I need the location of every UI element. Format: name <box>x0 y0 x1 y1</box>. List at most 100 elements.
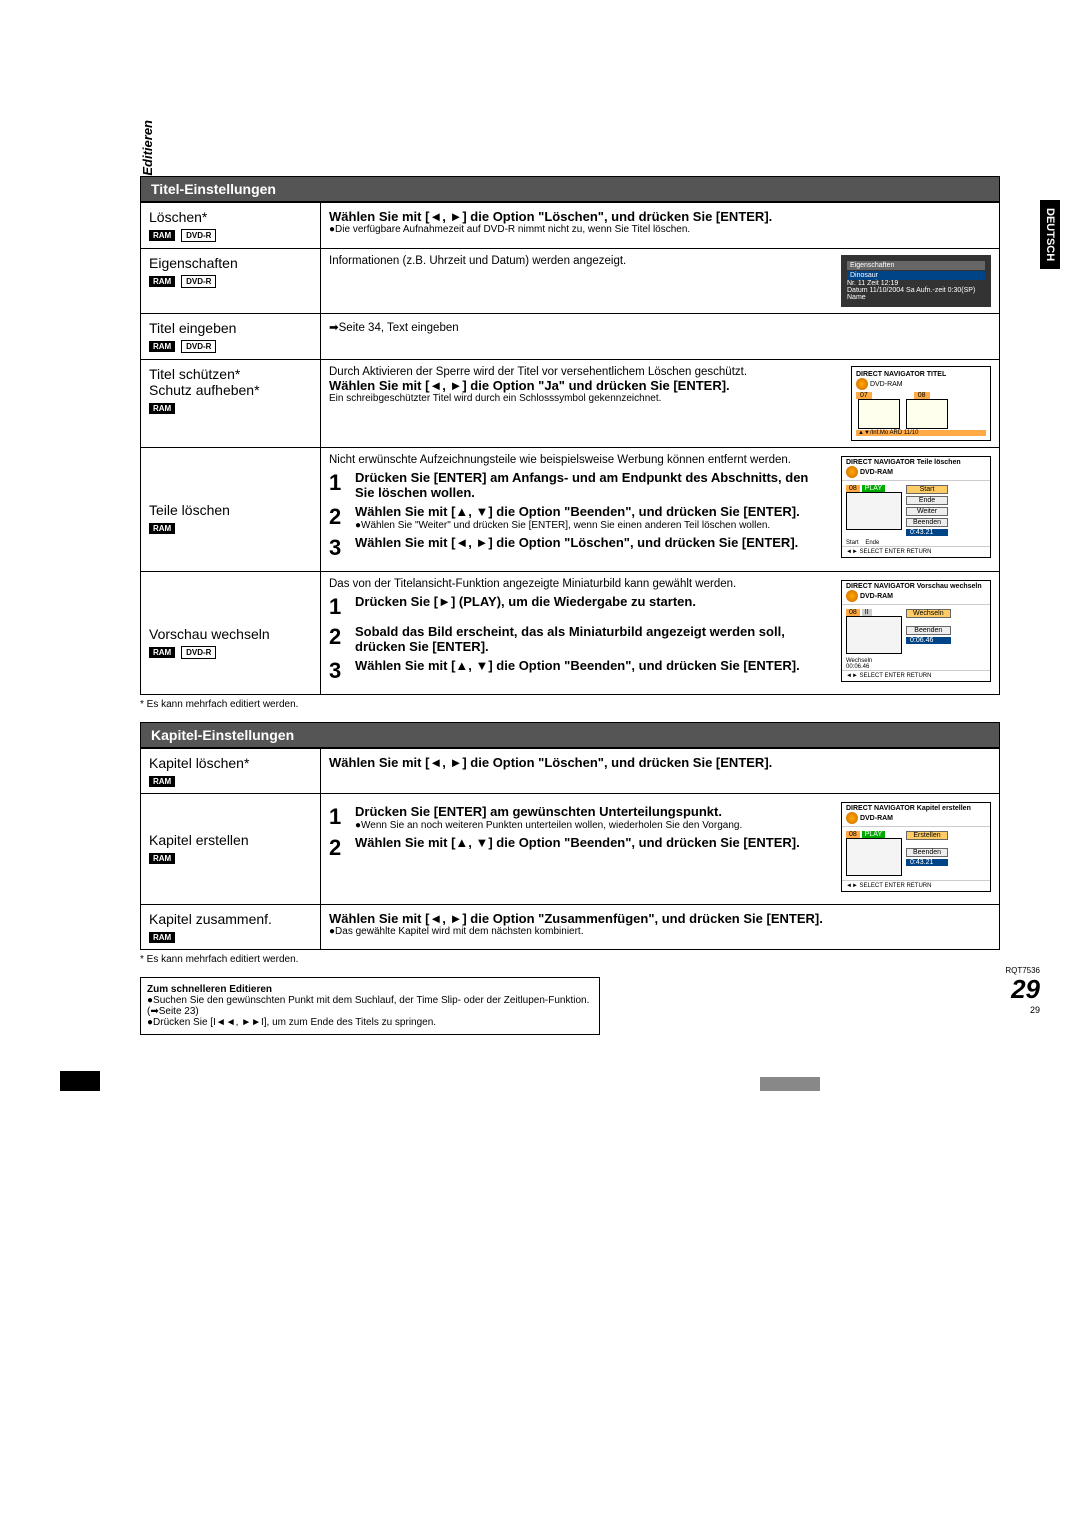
mock-header: DIRECT NAVIGATOR Vorschau wechseln <box>846 583 982 590</box>
row-vorschau: Vorschau wechseln RAM DVD-R DIRECT NAVIG… <box>141 571 1000 694</box>
mock-header: DIRECT NAVIGATOR Teile löschen <box>846 459 961 466</box>
manual-page: DEUTSCH Editieren Titel-Einstellungen Lö… <box>0 0 1080 1075</box>
label-kapitel-erstellen: Kapitel erstellen <box>149 832 249 848</box>
step-2-number: 2 <box>329 624 355 654</box>
mock-title: Eigenschaften <box>847 261 985 270</box>
page-number-big: 29 <box>1011 974 1040 1005</box>
badge-ram: RAM <box>149 647 175 658</box>
teile-step2-note: ●Wählen Sie "Weiter" und drücken Sie [EN… <box>355 520 770 531</box>
mock-l1: Nr. 11 Zeit 12:19 <box>847 280 985 287</box>
tips-line2: ●Drücken Sie [I◄◄, ►►I], um zum Ende des… <box>147 1017 593 1028</box>
mock-disc: DVD-RAM <box>860 592 893 599</box>
badge-ram: RAM <box>149 523 175 534</box>
kapitel-loeschen-instruction: Wählen Sie mit [◄, ►] die Option "Lösche… <box>329 755 991 770</box>
badge-ram: RAM <box>149 403 175 414</box>
tips-line1: ●Suchen Sie den gewünschten Punkt mit de… <box>147 995 593 1017</box>
titel-footnote: * Es kann mehrfach editiert werden. <box>140 699 1000 710</box>
mock-08: 08 <box>846 831 860 838</box>
step-3-number: 3 <box>329 535 355 561</box>
crop-mark-left <box>60 1071 100 1091</box>
label-schutz1: Titel schützen* <box>149 366 240 382</box>
vorschau-mock: DIRECT NAVIGATOR Vorschau wechseln DVD-R… <box>841 580 991 682</box>
step-1-number: 1 <box>329 470 355 500</box>
badge-dvdr: DVD-R <box>181 646 216 659</box>
l-ende: Ende <box>865 540 879 546</box>
bottom-bar <box>0 1075 1080 1091</box>
row-titel-eingeben: Titel eingeben RAM DVD-R ➡Seite 34, Text… <box>141 313 1000 359</box>
step-1-number: 1 <box>329 594 355 620</box>
row-schutz: Titel schützen* Schutz aufheben* RAM DIR… <box>141 359 1000 447</box>
badge-dvdr: DVD-R <box>181 340 216 353</box>
badge-ram: RAM <box>149 230 175 241</box>
mock-time: 0:43.21 <box>906 859 948 866</box>
step-1-number: 1 <box>329 804 355 831</box>
titel-section-header: Titel-Einstellungen <box>140 176 1000 202</box>
thumb2 <box>906 399 948 429</box>
thumb <box>846 838 902 876</box>
btn-beenden: Beenden <box>906 848 948 857</box>
disc-icon <box>856 378 868 390</box>
vorschau-step3: Wählen Sie mit [▲, ▼] die Option "Beende… <box>355 658 831 684</box>
teile-step1: Drücken Sie [ENTER] am Anfangs- und am E… <box>355 470 831 500</box>
btn-wechseln: Wechseln <box>906 609 951 618</box>
mock-footer: ◄► SELECT ENTER RETURN <box>842 546 990 557</box>
mock-sub: Dinosaur <box>847 271 985 280</box>
label-teile-loeschen: Teile löschen <box>149 502 230 518</box>
thumb1 <box>858 399 900 429</box>
mock-header: DIRECT NAVIGATOR TITEL <box>856 371 986 378</box>
label-schutz2: Schutz aufheben* <box>149 382 260 398</box>
tips-title: Zum schnelleren Editieren <box>147 984 593 995</box>
crop-mark-right <box>760 1077 820 1091</box>
btn-start: Start <box>906 485 948 494</box>
loeschen-instruction: Wählen Sie mit [◄, ►] die Option "Lösche… <box>329 209 991 224</box>
play-icon: PLAY <box>862 831 885 838</box>
erstellen-mock: DIRECT NAVIGATOR Kapitel erstellen DVD-R… <box>841 802 991 892</box>
label-vorschau: Vorschau wechseln <box>149 626 270 642</box>
l-start: Start <box>846 540 859 546</box>
btn-weiter: Weiter <box>906 507 948 516</box>
pause-icon: II <box>862 609 872 616</box>
language-tab: DEUTSCH <box>1040 200 1060 269</box>
row-kapitel-loeschen: Kapitel löschen* RAM Wählen Sie mit [◄, … <box>141 748 1000 793</box>
disc-icon <box>846 812 858 824</box>
mock-disc: DVD-RAM <box>860 468 893 475</box>
titel-eingeben-text: ➡Seite 34, Text eingeben <box>329 320 991 334</box>
vorschau-step1: Drücken Sie [►] (PLAY), um die Wiedergab… <box>355 594 831 620</box>
mock-08: 08 <box>914 392 930 399</box>
disc-icon <box>846 590 858 602</box>
mock-disc: DVD-RAM <box>870 380 903 387</box>
teile-step3: Wählen Sie mit [◄, ►] die Option "Lösche… <box>355 535 831 561</box>
mock-08: 08 <box>846 485 860 492</box>
label-loeschen: Löschen* <box>149 209 207 225</box>
badge-ram: RAM <box>149 853 175 864</box>
page-number: 29 29 <box>1011 974 1040 1015</box>
play-icon: PLAY <box>862 485 885 492</box>
row-loeschen: Löschen* RAM DVD-R Wählen Sie mit [◄, ►]… <box>141 202 1000 248</box>
page-number-small: 29 <box>1011 1005 1040 1015</box>
titel-table: Löschen* RAM DVD-R Wählen Sie mit [◄, ►]… <box>140 202 1000 695</box>
label-kapitel-zusammen: Kapitel zusammenf. <box>149 911 272 927</box>
disc-icon <box>846 466 858 478</box>
l-time: 00:06.46 <box>846 664 869 670</box>
mock-l2: Datum 11/10/2004 Sa Aufn.-zeit 0:30(SP) <box>847 287 985 294</box>
mock-time: 0:43.21 <box>906 529 948 536</box>
schutz-mock: DIRECT NAVIGATOR TITEL DVD-RAM 07 08 ▲▼/… <box>851 366 991 441</box>
teile-step2: Wählen Sie mit [▲, ▼] die Option "Beende… <box>355 504 800 519</box>
eigenschaften-mock: Eigenschaften Dinosaur Nr. 11 Zeit 12:19… <box>841 255 991 307</box>
zusammen-instruction: Wählen Sie mit [◄, ►] die Option "Zusamm… <box>329 911 991 926</box>
row-teile-loeschen: Teile löschen RAM DIRECT NAVIGATOR Teile… <box>141 447 1000 571</box>
loeschen-note: ●Die verfügbare Aufnahmezeit auf DVD-R n… <box>329 224 991 235</box>
badge-ram: RAM <box>149 341 175 352</box>
label-kapitel-loeschen: Kapitel löschen* <box>149 755 249 771</box>
row-kapitel-zusammen: Kapitel zusammenf. RAM Wählen Sie mit [◄… <box>141 904 1000 949</box>
badge-ram: RAM <box>149 932 175 943</box>
badge-dvdr: DVD-R <box>181 229 216 242</box>
kapitel-section-header: Kapitel-Einstellungen <box>140 722 1000 748</box>
label-titel-eingeben: Titel eingeben <box>149 320 236 336</box>
step-3-number: 3 <box>329 658 355 684</box>
erstellen-step2: Wählen Sie mit [▲, ▼] die Option "Beende… <box>355 835 831 861</box>
step-2-number: 2 <box>329 835 355 861</box>
erstellen-step1-note: ●Wenn Sie an noch weiteren Punkten unter… <box>355 820 742 831</box>
mock-footer: ◄► SELECT ENTER RETURN <box>842 670 990 681</box>
section-tab: Editieren <box>140 120 155 176</box>
